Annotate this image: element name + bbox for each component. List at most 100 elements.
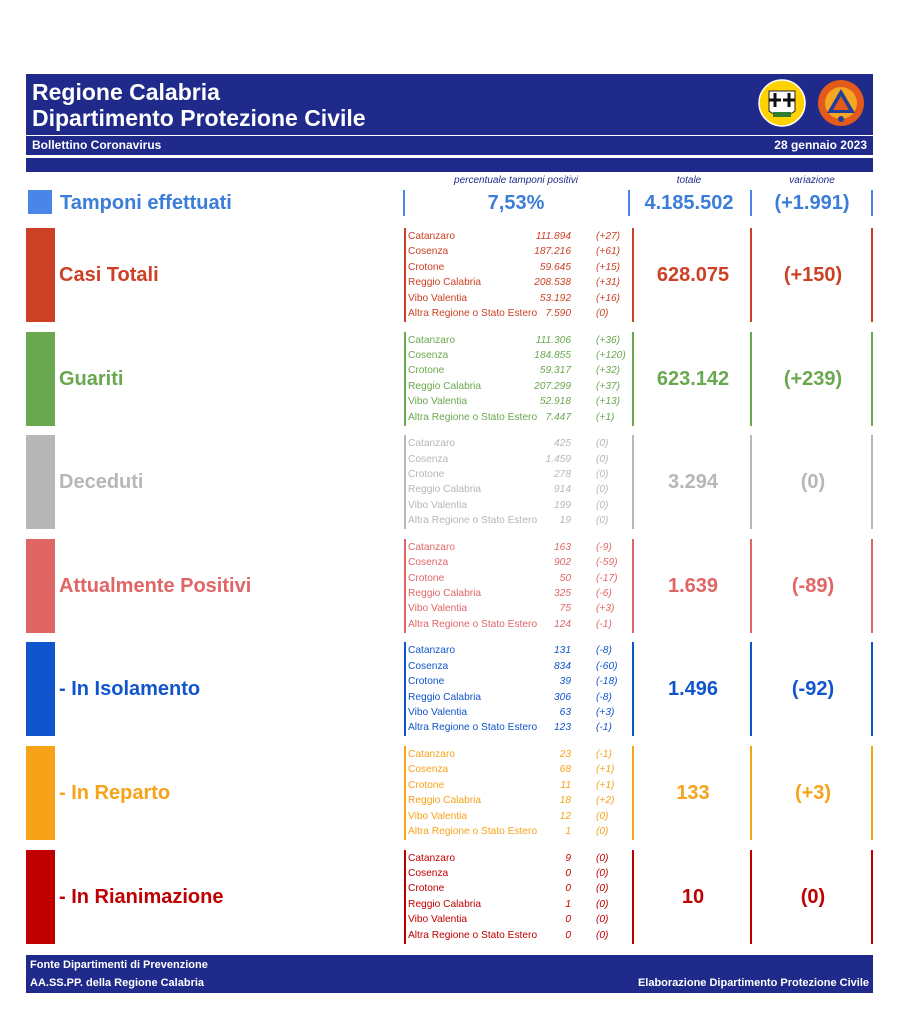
province-value: 131 bbox=[554, 645, 571, 657]
category-total: 1.639 bbox=[667, 574, 719, 597]
province-value: 914 bbox=[554, 484, 571, 496]
category-color-bar bbox=[26, 435, 55, 530]
province-value: 52.918 bbox=[539, 396, 571, 408]
tamponi-divider bbox=[628, 190, 630, 216]
province-name: Reggio Calabria bbox=[408, 380, 482, 392]
province-row: Catanzaro 111.306 (+36) bbox=[407, 333, 629, 348]
province-row: Catanzaro 111.894 (+27) bbox=[407, 229, 629, 244]
province-breakdown: Catanzaro 111.306 (+36) Cosenza 184.855 (+120… bbox=[407, 333, 629, 425]
bulletin-subtitle: Bollettino Coronavirus bbox=[32, 138, 162, 152]
province-value: 7.590 bbox=[545, 307, 572, 319]
province-row: Crotone 59.645 (+15) bbox=[407, 260, 629, 275]
province-name: Cosenza bbox=[408, 349, 449, 361]
province-change: (0) bbox=[596, 515, 609, 527]
province-row: Vibo Valentia 75 (+3) bbox=[407, 601, 629, 616]
province-value: 18 bbox=[559, 795, 571, 807]
tamponi-divider bbox=[871, 190, 873, 216]
province-row: Cosenza 68 (+1) bbox=[407, 762, 629, 777]
province-value: 0 bbox=[565, 883, 571, 895]
tamponi-variation: (+1.991) bbox=[774, 192, 850, 214]
province-change: (0) bbox=[596, 468, 609, 480]
province-name: Altra Regione o Stato Estero bbox=[408, 411, 538, 423]
column-divider bbox=[632, 228, 634, 322]
category-variation: (+3) bbox=[794, 782, 832, 804]
footer-banner: Fonte Dipartimenti di Prevenzione AA.SS.… bbox=[26, 955, 873, 993]
category-total: 10 bbox=[681, 885, 705, 908]
tamponi-percentage: 7,53% bbox=[487, 192, 545, 214]
province-breakdown: Catanzaro 23 (-1) Cosenza 68 (+1) Crotone 11 (+1… bbox=[407, 747, 629, 839]
column-divider bbox=[871, 746, 873, 840]
province-name: Reggio Calabria bbox=[408, 691, 482, 703]
province-name: Catanzaro bbox=[408, 334, 456, 346]
province-name: Crotone bbox=[408, 261, 445, 273]
province-value: 12 bbox=[559, 810, 571, 822]
province-value: 1.459 bbox=[545, 453, 572, 465]
province-name: Crotone bbox=[408, 365, 445, 377]
province-row: Vibo Valentia 199 (0) bbox=[407, 498, 629, 513]
province-change: (-59) bbox=[596, 557, 618, 569]
category-total: 133 bbox=[676, 782, 710, 804]
province-name: Crotone bbox=[408, 883, 445, 895]
province-value: 9 bbox=[565, 852, 571, 864]
regione-calabria-logo-icon bbox=[758, 79, 806, 127]
province-row: Vibo Valentia 53.192 (+16) bbox=[407, 291, 629, 306]
province-row: Reggio Calabria 914 (0) bbox=[407, 482, 629, 497]
column-divider bbox=[871, 538, 873, 633]
province-row: Vibo Valentia 0 (0) bbox=[407, 912, 629, 927]
department-title: Dipartimento Protezione Civile bbox=[32, 105, 366, 131]
province-row: Cosenza 834 (-60) bbox=[407, 659, 629, 674]
province-row: Cosenza 0 (0) bbox=[407, 866, 629, 881]
province-change: (-6) bbox=[596, 587, 612, 599]
province-value: 11 bbox=[560, 779, 571, 791]
province-change: (0) bbox=[596, 825, 609, 837]
province-name: Crotone bbox=[408, 572, 445, 584]
province-value: 0 bbox=[565, 867, 571, 879]
category-variation: (+239) bbox=[783, 367, 843, 390]
province-row: Altra Regione o Stato Estero 123 (-1) bbox=[407, 720, 629, 735]
province-value: 278 bbox=[554, 468, 571, 480]
province-change: (+3) bbox=[596, 706, 615, 718]
province-value: 834 bbox=[554, 660, 571, 672]
province-name: Cosenza bbox=[408, 764, 449, 776]
column-divider bbox=[871, 435, 873, 530]
province-change: (+36) bbox=[596, 334, 621, 346]
column-divider bbox=[632, 435, 634, 530]
column-divider bbox=[404, 331, 406, 426]
category-variation: (-89) bbox=[791, 574, 835, 597]
province-change: (+1) bbox=[596, 411, 615, 423]
tamponi-total: 4.185.502 bbox=[644, 192, 734, 214]
column-divider bbox=[632, 642, 634, 737]
province-name: Cosenza bbox=[408, 660, 449, 672]
province-name: Vibo Valentia bbox=[408, 914, 468, 926]
tamponi-divider bbox=[750, 190, 752, 216]
source-line-1: Fonte Dipartimenti di Prevenzione bbox=[30, 959, 208, 971]
province-value: 59.645 bbox=[539, 261, 571, 273]
province-value: 325 bbox=[554, 587, 571, 599]
province-row: Altra Regione o Stato Estero 1 (0) bbox=[407, 824, 629, 839]
category-color-bar bbox=[26, 538, 55, 633]
column-divider bbox=[404, 746, 406, 840]
province-name: Cosenza bbox=[408, 453, 449, 465]
province-name: Cosenza bbox=[408, 557, 449, 569]
province-change: (-18) bbox=[596, 676, 618, 688]
category-block-in-isolamento: - In Isolamento Catanzaro 131 (-8) Cosenza 83… bbox=[0, 642, 924, 737]
column-divider bbox=[632, 538, 634, 633]
header-banner: Regione Calabria Dipartimento Protezione… bbox=[26, 74, 873, 155]
province-row: Reggio Calabria 208.538 (+31) bbox=[407, 275, 629, 290]
province-value: 50 bbox=[559, 572, 571, 584]
province-change: (0) bbox=[596, 867, 609, 879]
province-row: Vibo Valentia 52.918 (+13) bbox=[407, 394, 629, 409]
province-value: 0 bbox=[565, 914, 571, 926]
percentage-column-header: percentuale tamponi positivi bbox=[454, 175, 578, 186]
province-name: Crotone bbox=[408, 468, 445, 480]
province-change: (0) bbox=[596, 914, 609, 926]
province-name: Vibo Valentia bbox=[408, 292, 468, 304]
province-row: Catanzaro 9 (0) bbox=[407, 851, 629, 866]
province-change: (0) bbox=[596, 898, 609, 910]
column-divider bbox=[750, 538, 752, 633]
province-name: Altra Regione o Stato Estero bbox=[408, 307, 538, 319]
province-change: (+61) bbox=[596, 246, 621, 258]
province-change: (+16) bbox=[596, 292, 621, 304]
province-name: Vibo Valentia bbox=[408, 810, 468, 822]
category-color-bar bbox=[26, 849, 55, 944]
